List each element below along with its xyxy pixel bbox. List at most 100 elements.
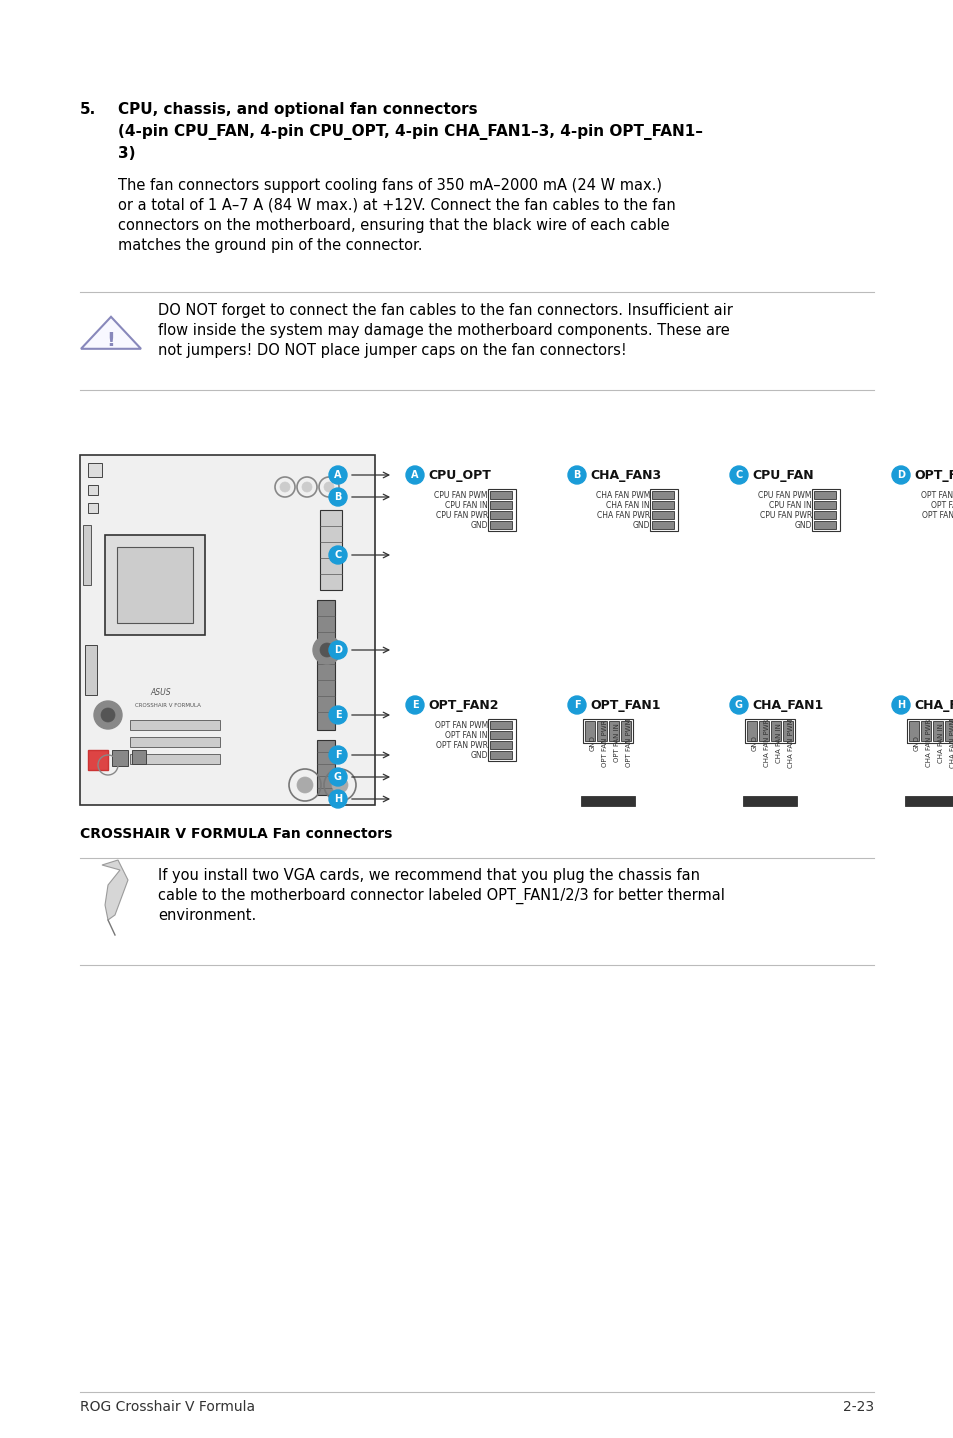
Text: D: D [896,470,904,480]
FancyBboxPatch shape [746,720,757,741]
Circle shape [891,466,909,485]
Text: CHA_FAN3: CHA_FAN3 [589,469,660,482]
Circle shape [329,546,347,564]
FancyBboxPatch shape [620,720,630,741]
Circle shape [329,641,347,659]
FancyBboxPatch shape [319,510,341,590]
FancyBboxPatch shape [88,751,108,769]
FancyBboxPatch shape [112,751,128,766]
Text: F: F [335,751,341,761]
FancyBboxPatch shape [770,720,781,741]
Polygon shape [102,860,128,920]
Polygon shape [81,316,141,349]
Text: DO NOT forget to connect the fan cables to the fan connectors. Insufficient air: DO NOT forget to connect the fan cables … [158,303,732,318]
Text: connectors on the motherboard, ensuring that the black wire of each cable: connectors on the motherboard, ensuring … [118,219,669,233]
FancyBboxPatch shape [597,720,606,741]
Text: OPT FAN IN: OPT FAN IN [445,731,488,739]
FancyBboxPatch shape [813,521,835,529]
Circle shape [313,636,340,664]
Text: ROG Crosshair V Formula: ROG Crosshair V Formula [80,1401,254,1414]
Text: !: ! [107,332,115,351]
Text: cable to the motherboard connector labeled OPT_FAN1/2/3 for better thermal: cable to the motherboard connector label… [158,889,724,905]
FancyBboxPatch shape [651,500,673,509]
Circle shape [319,643,334,657]
Circle shape [729,466,747,485]
Text: E: E [412,700,417,710]
Text: OPT_FAN2: OPT_FAN2 [428,699,498,712]
Text: CPU, chassis, and optional fan connectors: CPU, chassis, and optional fan connector… [118,102,477,116]
Text: OPT FAN PWR: OPT FAN PWR [921,510,953,519]
Text: CHA FAN PWR: CHA FAN PWR [925,719,931,768]
FancyBboxPatch shape [130,754,220,764]
Circle shape [406,466,423,485]
FancyBboxPatch shape [130,720,220,731]
Text: H: H [896,700,904,710]
Circle shape [329,768,347,787]
Text: not jumpers! DO NOT place jumper caps on the fan connectors!: not jumpers! DO NOT place jumper caps on… [158,344,626,358]
Text: CHA_FAN2: CHA_FAN2 [913,699,953,712]
Text: OPT FAN IN: OPT FAN IN [614,723,619,762]
Text: matches the ground pin of the connector.: matches the ground pin of the connector. [118,239,422,253]
Text: OPT FAN PWR: OPT FAN PWR [436,741,488,749]
Text: GND: GND [913,735,919,751]
Text: CPU FAN IN: CPU FAN IN [445,500,488,509]
Circle shape [329,706,347,723]
Text: CHA FAN IN: CHA FAN IN [606,500,649,509]
Text: D: D [334,646,341,654]
FancyBboxPatch shape [813,500,835,509]
Text: G: G [334,772,341,782]
Text: GND: GND [751,735,758,751]
Text: ASUS: ASUS [150,687,171,697]
Text: C: C [334,549,341,559]
Text: C: C [735,470,741,480]
Text: CHA_FAN1: CHA_FAN1 [751,699,822,712]
Text: CPU FAN PWR: CPU FAN PWR [436,510,488,519]
Text: H: H [334,794,342,804]
Text: OPT FAN PWM: OPT FAN PWM [920,490,953,499]
Circle shape [567,466,585,485]
Circle shape [332,777,348,792]
FancyBboxPatch shape [316,741,335,795]
Text: GND: GND [470,751,488,759]
Text: CHA FAN PWM: CHA FAN PWM [787,718,793,768]
FancyBboxPatch shape [80,454,375,805]
Text: E: E [335,710,341,720]
Circle shape [280,482,290,492]
FancyBboxPatch shape [584,720,595,741]
FancyBboxPatch shape [88,463,102,477]
Text: CROSSHAIR V FORMULA: CROSSHAIR V FORMULA [135,703,201,707]
FancyBboxPatch shape [651,521,673,529]
Text: CROSSHAIR V FORMULA Fan connectors: CROSSHAIR V FORMULA Fan connectors [80,827,392,841]
FancyBboxPatch shape [490,521,512,529]
Text: CPU FAN PWM: CPU FAN PWM [434,490,488,499]
FancyBboxPatch shape [490,741,512,749]
Text: environment.: environment. [158,907,256,923]
FancyBboxPatch shape [490,751,512,759]
FancyBboxPatch shape [580,797,635,807]
FancyBboxPatch shape [782,720,792,741]
FancyBboxPatch shape [105,535,205,636]
Text: OPT FAN PWM: OPT FAN PWM [435,720,488,729]
Text: or a total of 1 A–7 A (84 W max.) at +12V. Connect the fan cables to the fan: or a total of 1 A–7 A (84 W max.) at +12… [118,198,675,213]
Text: B: B [334,492,341,502]
FancyBboxPatch shape [904,797,953,807]
Circle shape [329,789,347,808]
FancyBboxPatch shape [813,490,835,499]
FancyBboxPatch shape [932,720,942,741]
Text: CHA FAN PWR: CHA FAN PWR [597,510,649,519]
FancyBboxPatch shape [651,510,673,519]
Text: CHA FAN PWM: CHA FAN PWM [595,490,649,499]
Text: A: A [334,470,341,480]
FancyBboxPatch shape [920,720,930,741]
Text: 2-23: 2-23 [842,1401,873,1414]
Text: CHA FAN IN: CHA FAN IN [937,723,943,764]
FancyBboxPatch shape [490,731,512,739]
FancyBboxPatch shape [813,510,835,519]
Text: F: F [573,700,579,710]
Circle shape [729,696,747,715]
Text: GND: GND [794,521,811,529]
Text: OPT FAN PWM: OPT FAN PWM [625,719,631,768]
Circle shape [296,777,313,792]
Text: OPT_FAN3: OPT_FAN3 [913,469,953,482]
FancyBboxPatch shape [490,510,512,519]
